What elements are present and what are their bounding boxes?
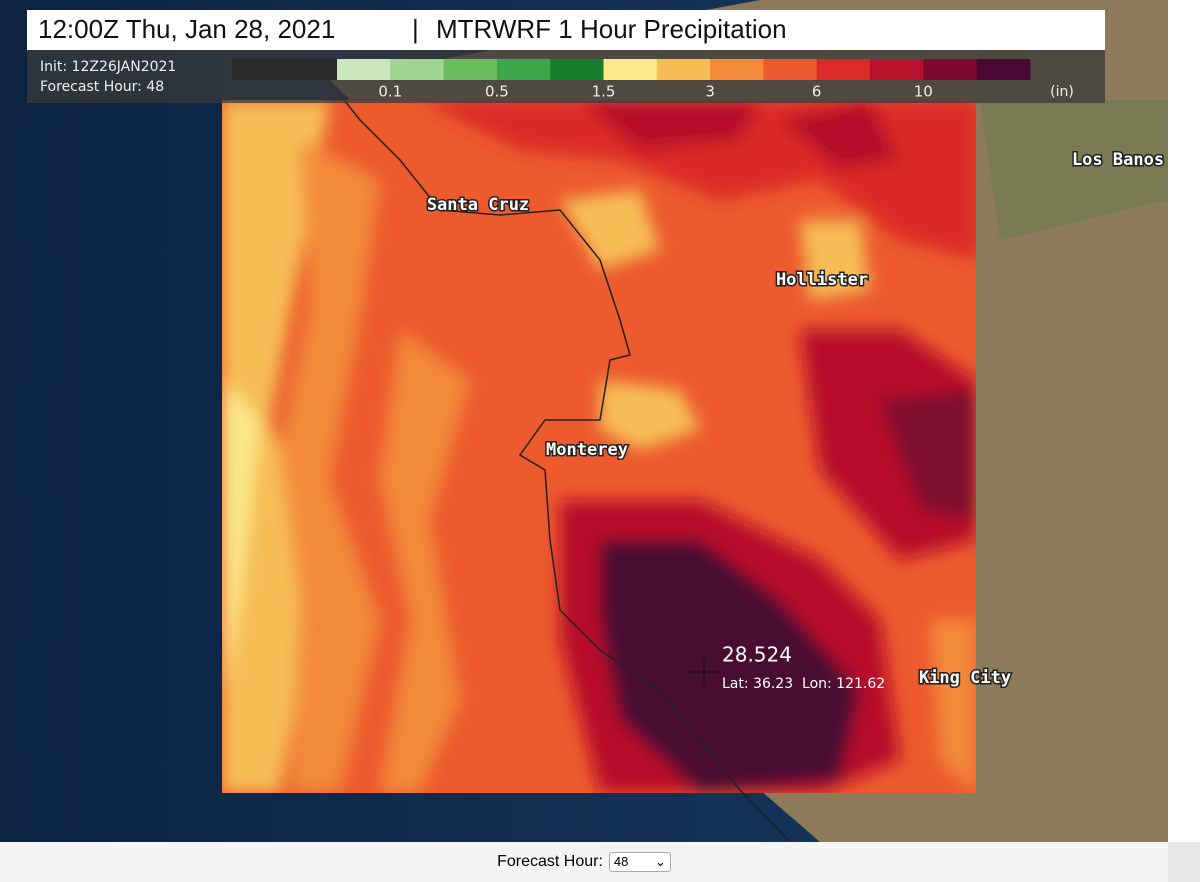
control-bar: Forecast Hour: 48 ⌄ [0,842,1168,882]
legend-empty [232,59,337,80]
legend-swatch [390,59,445,80]
legend-label: 1.5 [592,83,616,101]
legend-swatch [603,59,658,80]
legend-unit: (in) [1050,84,1074,100]
select-value: 48 [613,854,629,869]
valley [980,100,1168,240]
legend-label: 0.5 [485,83,509,101]
coastline [319,69,791,842]
legend-swatch [656,59,711,80]
forecast-hour-select[interactable]: 48 ⌄ [608,852,671,872]
legend-swatch [496,59,551,80]
title-bar [27,10,1105,50]
legend-swatch [550,59,604,80]
legend-scale: 0.1 0.5 1.5 3 6 10 [337,59,1031,101]
legend-swatch [337,59,391,80]
title-product: MTRWRF 1 Hour Precipitation [436,14,787,44]
legend-swatch [976,59,1031,80]
title-time: 12:00Z Thu, Jan 28, 2021 [38,14,335,44]
select-arrow: ⌄ [655,854,666,869]
probe: 28.524 Lat: 36.23 Lon: 121.62 [688,643,885,692]
legend-label: 3 [705,83,715,101]
city-label: Monterey [546,440,628,460]
legend-label: 0.1 [378,83,402,101]
precip-field [222,100,976,793]
legend-swatch [710,59,764,80]
legend-swatch [443,59,498,80]
legend-swatch [816,59,871,80]
forecast-hour-text: Forecast Hour: 48 [40,79,164,95]
init-text: Init: 12Z26JAN2021 [40,59,176,75]
probe-location: Lat: 36.23 Lon: 121.62 [722,676,885,692]
legend-label: 6 [812,83,822,101]
title-separator: | [412,14,419,44]
legend-swatch [923,59,978,80]
city-label: Santa Cruz [427,195,529,215]
city-label: King City [919,668,1011,688]
legend-swatch [870,59,924,80]
legend-label: 10 [914,83,933,101]
legend-swatch [763,59,818,80]
city-label: Los Banos [1072,150,1164,170]
scroll-corner [1168,842,1200,882]
city-label: Hollister [776,270,868,290]
probe-value: 28.524 [722,643,792,667]
map: Santa Cruz Hollister Monterey King City … [0,0,1168,842]
control-label: Forecast Hour: [497,853,603,870]
